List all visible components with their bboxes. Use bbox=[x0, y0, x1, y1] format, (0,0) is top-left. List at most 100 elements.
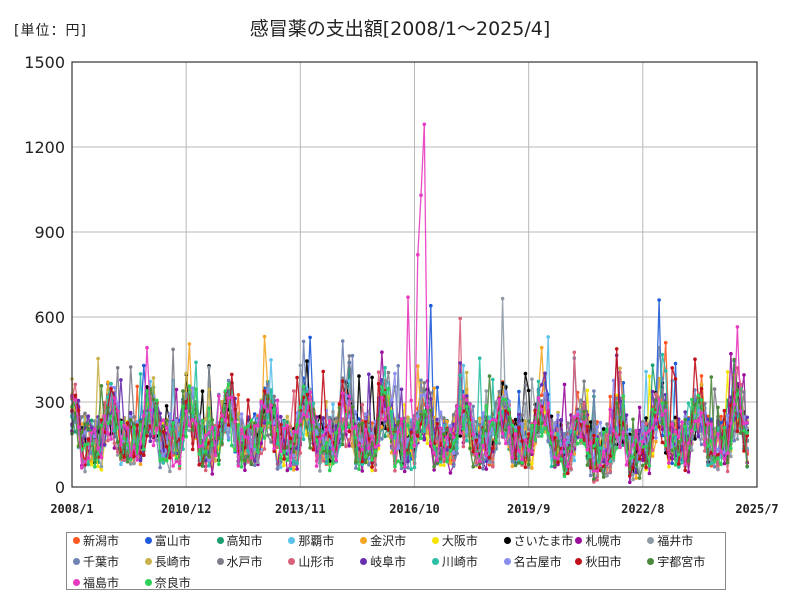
data-point bbox=[601, 475, 606, 479]
data-point bbox=[712, 464, 717, 469]
data-point bbox=[592, 477, 596, 481]
data-point bbox=[171, 420, 175, 425]
legend-marker bbox=[647, 557, 655, 565]
data-point bbox=[318, 451, 322, 455]
data-point bbox=[383, 365, 387, 370]
data-point bbox=[530, 462, 534, 466]
data-point bbox=[448, 471, 453, 475]
data-point bbox=[295, 430, 299, 434]
legend-item: 水戸市 bbox=[216, 553, 289, 570]
data-point bbox=[644, 421, 648, 426]
data-point bbox=[102, 442, 107, 447]
data-point bbox=[738, 431, 743, 435]
data-point bbox=[543, 391, 547, 396]
data-point bbox=[670, 448, 674, 453]
data-point bbox=[318, 437, 322, 441]
data-point bbox=[628, 435, 632, 440]
data-point bbox=[115, 450, 120, 454]
data-point bbox=[132, 422, 136, 427]
data-point bbox=[226, 396, 231, 400]
data-point bbox=[279, 460, 283, 464]
data-point bbox=[464, 398, 469, 402]
data-point bbox=[406, 415, 410, 420]
data-point bbox=[155, 438, 159, 443]
data-point bbox=[226, 423, 231, 427]
data-point bbox=[712, 451, 717, 456]
data-point bbox=[298, 433, 303, 438]
data-point bbox=[484, 404, 489, 408]
data-point bbox=[520, 413, 524, 418]
data-point bbox=[487, 460, 492, 465]
data-point bbox=[295, 461, 299, 465]
data-point bbox=[350, 404, 355, 409]
data-point bbox=[298, 419, 303, 423]
data-point bbox=[513, 432, 518, 436]
data-point bbox=[504, 398, 508, 402]
data-point bbox=[556, 456, 560, 461]
data-point bbox=[285, 424, 290, 428]
data-point bbox=[99, 423, 104, 428]
data-point bbox=[696, 434, 701, 439]
data-point bbox=[380, 385, 384, 390]
data-point bbox=[145, 385, 149, 389]
data-point bbox=[644, 369, 648, 374]
data-point bbox=[354, 424, 358, 429]
data-point bbox=[416, 364, 420, 368]
data-point bbox=[663, 400, 668, 405]
data-point bbox=[628, 480, 632, 485]
data-point bbox=[331, 402, 335, 407]
data-point bbox=[517, 412, 521, 417]
data-point bbox=[562, 382, 567, 387]
data-point bbox=[158, 465, 162, 470]
data-point bbox=[513, 429, 518, 433]
data-point bbox=[207, 406, 211, 411]
legend-label: 札幌市 bbox=[585, 533, 622, 548]
data-point bbox=[128, 365, 133, 369]
data-point bbox=[647, 471, 652, 476]
data-point bbox=[380, 437, 384, 441]
data-point bbox=[347, 379, 352, 384]
data-point bbox=[327, 449, 332, 454]
data-point bbox=[709, 450, 714, 455]
data-point bbox=[442, 432, 446, 436]
data-point bbox=[530, 377, 534, 382]
data-point bbox=[409, 430, 414, 435]
data-point bbox=[190, 418, 195, 422]
data-point bbox=[579, 438, 583, 443]
data-point bbox=[582, 401, 586, 406]
data-point bbox=[445, 435, 449, 439]
data-point bbox=[171, 347, 175, 352]
data-point bbox=[614, 434, 619, 439]
data-point bbox=[109, 415, 113, 419]
data-point bbox=[314, 464, 319, 468]
data-point bbox=[579, 423, 583, 427]
data-point bbox=[350, 399, 355, 403]
data-point bbox=[83, 422, 87, 426]
data-point bbox=[484, 453, 489, 457]
data-point bbox=[347, 354, 352, 358]
data-point bbox=[132, 415, 136, 419]
data-point bbox=[647, 429, 652, 433]
data-point bbox=[148, 408, 153, 412]
data-point bbox=[546, 401, 550, 406]
x-tick-label: 2008/1 bbox=[50, 502, 93, 516]
data-point bbox=[471, 404, 476, 409]
data-point bbox=[409, 445, 414, 450]
data-point bbox=[588, 473, 593, 478]
data-point bbox=[500, 397, 505, 401]
data-point bbox=[269, 432, 273, 437]
data-point bbox=[618, 370, 622, 375]
data-point bbox=[729, 421, 733, 426]
data-point bbox=[406, 465, 410, 470]
data-point bbox=[543, 423, 547, 427]
data-point bbox=[190, 428, 195, 432]
unit-label: [単位：円] bbox=[14, 23, 87, 39]
data-point bbox=[601, 460, 606, 464]
data-point bbox=[190, 386, 195, 391]
data-point bbox=[539, 345, 544, 350]
data-point bbox=[703, 449, 707, 453]
data-point bbox=[526, 432, 531, 436]
data-point bbox=[210, 443, 215, 448]
data-point bbox=[621, 430, 626, 435]
data-point bbox=[161, 453, 166, 458]
